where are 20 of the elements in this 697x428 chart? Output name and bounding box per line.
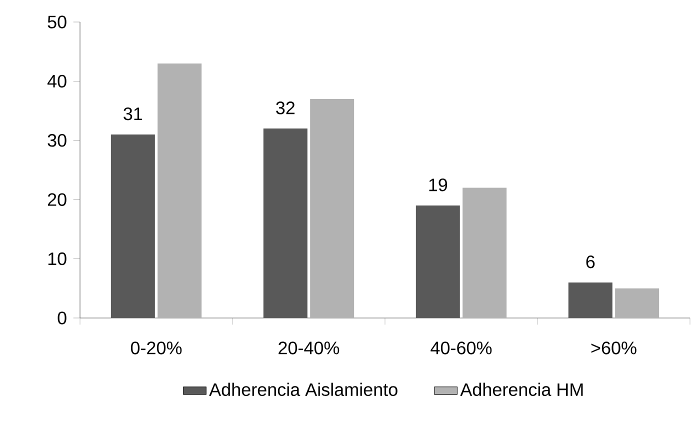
- bar: [462, 188, 507, 318]
- x-tick-label: 40-60%: [430, 342, 492, 354]
- legend-label: Adherencia Aislamiento: [209, 382, 398, 396]
- bar: [158, 63, 202, 318]
- data-label: 6: [586, 255, 595, 268]
- legend-label: Adherencia HM: [460, 382, 583, 396]
- x-tick-label: 20-40%: [278, 342, 340, 354]
- y-tick-label: 30: [48, 134, 66, 147]
- y-tick-label: 20: [48, 193, 66, 206]
- x-tick-label: 0-20%: [130, 342, 182, 354]
- y-tick-label: 10: [48, 252, 66, 266]
- x-tick-label: >60%: [591, 342, 636, 354]
- y-tick-label: 40: [47, 74, 66, 88]
- y-tick-label: 50: [48, 16, 66, 28]
- bar: [310, 98, 354, 318]
- bar: [615, 288, 660, 318]
- y-tick-label: 0: [58, 312, 66, 324]
- data-label: 19: [429, 178, 448, 192]
- data-label: 31: [124, 107, 142, 120]
- data-label: 32: [276, 102, 295, 114]
